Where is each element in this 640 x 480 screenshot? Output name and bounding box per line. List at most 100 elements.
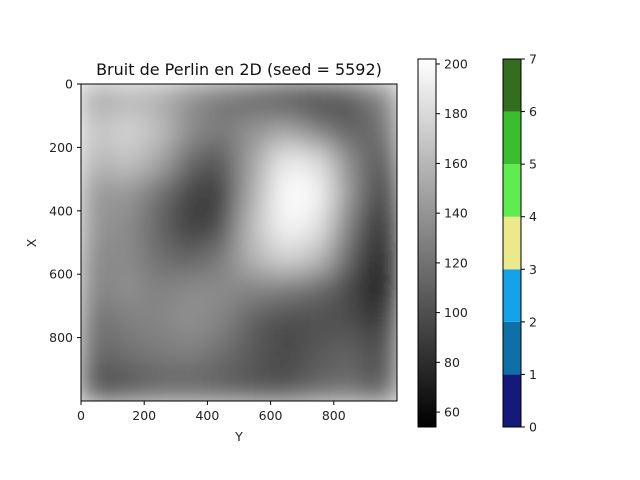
heatmap-cell — [81, 146, 114, 181]
heatmap-cell — [174, 146, 209, 181]
heatmap-cell — [269, 84, 304, 117]
heatmap-cell — [301, 304, 335, 339]
heatmap-cell — [238, 178, 272, 212]
heatmap-cell — [364, 304, 397, 339]
heatmap-cell — [111, 273, 146, 307]
heatmap-cell — [81, 304, 114, 339]
heatmap-cell — [332, 273, 367, 307]
grayscale-colorbar-label: 180 — [444, 106, 468, 121]
heatmap-cell — [238, 114, 272, 149]
y-tick-label: 400 — [49, 203, 73, 218]
heatmap-cell — [174, 84, 209, 117]
heatmap-cell — [269, 304, 304, 339]
y-tick-label: 0 — [65, 77, 73, 92]
x-tick-label: 800 — [322, 408, 346, 423]
heatmap-cell — [269, 273, 304, 307]
heatmap-cell — [143, 304, 177, 339]
heatmap-plot-area — [81, 84, 397, 401]
grayscale-colorbar-label: 200 — [444, 56, 468, 71]
heatmap-cell — [174, 114, 209, 149]
class-colorbar-band — [503, 269, 521, 322]
heatmap-cell — [301, 114, 335, 149]
heatmap-cell — [206, 209, 240, 244]
heatmap-cell — [111, 241, 146, 276]
heatmap-cell — [81, 209, 114, 244]
heatmap-cell — [81, 84, 114, 117]
heatmap-cell — [364, 368, 397, 401]
x-tick-label: 200 — [132, 408, 156, 423]
heatmap-cell — [111, 368, 146, 401]
heatmap-cell — [301, 178, 335, 212]
heatmap-cell — [206, 146, 240, 181]
grayscale-colorbar-label: 100 — [444, 305, 468, 320]
heatmap-cell — [143, 336, 177, 371]
class-colorbar-label: 5 — [529, 157, 537, 172]
heatmap-cell — [238, 273, 272, 307]
heatmap-cell — [206, 84, 240, 117]
y-tick-label: 800 — [49, 330, 73, 345]
heatmap-cell — [332, 241, 367, 276]
heatmap-cell — [364, 209, 397, 244]
class-colorbar-label: 1 — [529, 367, 537, 382]
class-colorbar-band — [503, 59, 521, 112]
heatmap-cell — [364, 273, 397, 307]
heatmap-cell — [332, 304, 367, 339]
class-colorbar-label: 6 — [529, 104, 537, 119]
heatmap-cell — [206, 336, 240, 371]
heatmap-cell — [81, 178, 114, 212]
class-colorbar-band — [503, 374, 521, 427]
class-colorbar-band — [503, 164, 521, 217]
heatmap-cell — [332, 84, 367, 117]
plot-frame — [80, 83, 398, 402]
heatmap-cell — [174, 209, 209, 244]
heatmap-cell — [143, 241, 177, 276]
heatmap-cell — [81, 336, 114, 371]
heatmap-cell — [111, 178, 146, 212]
heatmap-cell — [238, 336, 272, 371]
heatmap-cell — [301, 146, 335, 181]
heatmap-cell — [332, 209, 367, 244]
heatmap-cell — [143, 368, 177, 401]
class-colorbar-label: 0 — [529, 420, 537, 435]
heatmap-cell — [206, 241, 240, 276]
class-colorbar: 0 1 2 3 4 5 6 7 — [502, 6, 537, 435]
heatmap-cell — [301, 273, 335, 307]
class-colorbar-label: 2 — [529, 314, 537, 329]
heatmap-cell — [301, 209, 335, 244]
heatmap-cell — [269, 178, 304, 212]
heatmap-cell — [332, 146, 367, 181]
heatmap-cell — [269, 114, 304, 149]
heatmap-cell — [206, 114, 240, 149]
class-colorbar-band — [503, 216, 521, 270]
heatmap-cell — [174, 368, 209, 401]
heatmap-cell — [332, 178, 367, 212]
heatmap-cell — [143, 114, 177, 149]
heatmap-cell — [174, 304, 209, 339]
heatmap-cell — [206, 368, 240, 401]
heatmap-cell — [238, 241, 272, 276]
heatmap-cell — [174, 178, 209, 212]
y-tick-label: 200 — [49, 140, 73, 155]
heatmap-cell — [332, 336, 367, 371]
class-colorbar-frame — [502, 58, 522, 428]
heatmap-cell — [111, 114, 146, 149]
x-tick-label: 600 — [259, 408, 283, 423]
x-axis-label: Y — [234, 429, 243, 444]
heatmap-cell — [364, 241, 397, 276]
class-colorbar-band — [503, 6, 521, 60]
heatmap-cell — [364, 178, 397, 212]
heatmap-cell — [143, 84, 177, 117]
heatmap-cell — [111, 336, 146, 371]
grayscale-colorbar-label: 80 — [444, 355, 460, 370]
heatmap-cell — [238, 146, 272, 181]
heatmap-cell — [301, 368, 335, 401]
heatmap-cell — [81, 114, 114, 149]
class-colorbar-label: 4 — [529, 209, 537, 224]
heatmap-cell — [111, 146, 146, 181]
heatmap-cell — [81, 241, 114, 276]
x-axis: 0 200 400 600 800 — [77, 401, 346, 423]
chart-title: Bruit de Perlin en 2D (seed = 5592) — [96, 60, 382, 79]
grayscale-colorbar-label: 160 — [444, 156, 468, 171]
heatmap-cell — [238, 304, 272, 339]
